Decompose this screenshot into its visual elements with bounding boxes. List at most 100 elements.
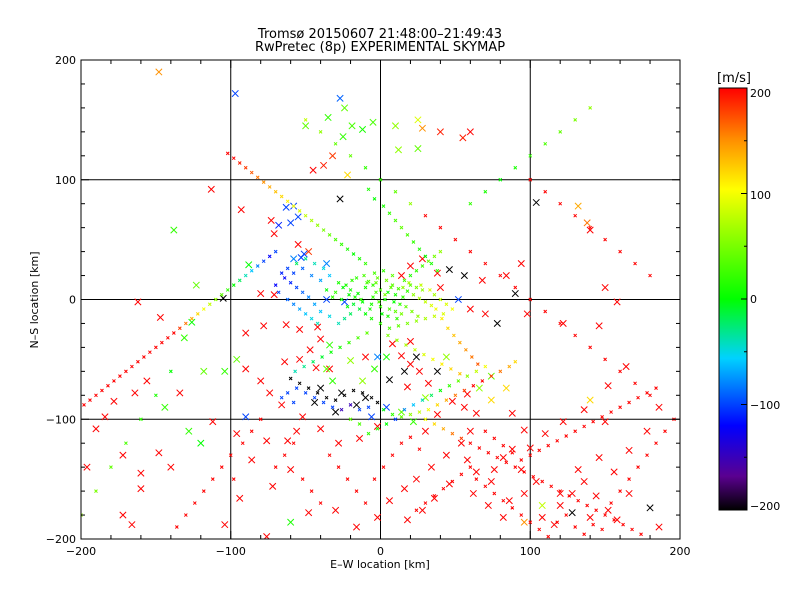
data-point — [543, 309, 548, 314]
data-point — [134, 298, 142, 306]
data-point — [576, 498, 581, 503]
data-point — [363, 285, 368, 290]
data-point — [643, 427, 651, 435]
data-point — [429, 393, 434, 398]
data-point — [296, 325, 304, 333]
data-point — [603, 237, 607, 242]
data-point — [88, 398, 92, 402]
data-point — [441, 312, 446, 316]
data-point — [435, 403, 440, 407]
data-point — [498, 369, 503, 374]
data-point — [386, 290, 390, 295]
data-point — [282, 203, 290, 211]
data-point — [336, 280, 341, 285]
data-point — [399, 415, 404, 419]
data-point — [384, 278, 389, 283]
data-point — [430, 494, 438, 502]
data-point — [236, 494, 244, 502]
data-point — [450, 431, 455, 436]
data-point — [453, 393, 458, 398]
data-point — [327, 232, 332, 237]
data-point — [378, 304, 383, 309]
data-point — [438, 297, 443, 302]
data-point — [399, 441, 404, 446]
data-point — [200, 367, 208, 375]
data-point — [339, 133, 347, 141]
data-point — [243, 273, 248, 278]
data-point — [558, 201, 563, 206]
data-point — [291, 204, 296, 208]
data-point — [270, 230, 278, 238]
data-point — [83, 463, 91, 471]
data-point — [336, 465, 341, 470]
colorbar-tick-labels: 200 100 0 −100 −200 — [750, 87, 780, 513]
data-point — [459, 134, 467, 142]
data-point — [395, 338, 399, 343]
data-point — [154, 393, 158, 398]
data-point — [490, 465, 498, 474]
data-point — [595, 454, 603, 462]
data-point — [381, 465, 386, 470]
data-point — [372, 477, 377, 481]
data-point — [408, 273, 413, 278]
data-point — [483, 261, 488, 266]
data-point — [468, 441, 473, 446]
data-point — [373, 513, 382, 521]
data-point — [366, 405, 371, 410]
data-point — [526, 444, 534, 452]
data-point — [440, 362, 444, 367]
data-point — [372, 197, 377, 201]
data-point — [248, 456, 256, 464]
data-point — [423, 254, 428, 259]
data-point — [282, 276, 287, 280]
data-point — [294, 285, 299, 290]
data-point — [378, 288, 383, 292]
data-point — [540, 479, 545, 484]
data-point — [528, 177, 533, 182]
data-point — [513, 359, 518, 364]
data-point — [613, 298, 621, 306]
data-point — [357, 307, 362, 311]
data-point — [582, 424, 587, 429]
data-point — [373, 422, 382, 430]
data-point — [255, 175, 260, 180]
data-point — [592, 492, 600, 500]
data-point — [543, 141, 548, 146]
data-point — [549, 484, 554, 489]
data-point — [341, 104, 349, 112]
data-point — [237, 278, 242, 283]
data-point — [429, 261, 434, 266]
data-point — [383, 292, 387, 297]
data-point — [305, 248, 313, 256]
data-point — [475, 384, 483, 392]
data-point — [148, 350, 152, 355]
data-point — [654, 386, 658, 390]
data-point — [363, 165, 368, 170]
data-point — [528, 520, 533, 525]
data-point — [371, 295, 375, 299]
data-point — [517, 260, 525, 268]
data-point — [416, 314, 420, 319]
data-point — [257, 377, 265, 385]
data-point — [240, 441, 245, 446]
data-point — [618, 405, 622, 410]
data-point — [174, 525, 179, 529]
data-point — [573, 429, 578, 434]
data-point — [270, 291, 278, 299]
data-point — [655, 403, 663, 411]
data-point — [242, 413, 250, 421]
data-point — [474, 369, 479, 374]
data-point — [382, 353, 391, 361]
data-point — [288, 376, 293, 381]
data-point — [604, 506, 612, 514]
data-point — [302, 122, 310, 130]
data-point — [338, 345, 342, 350]
data-point — [210, 477, 215, 481]
data-point — [318, 309, 323, 314]
data-point — [613, 516, 621, 524]
data-point — [478, 276, 486, 284]
data-point — [440, 316, 444, 321]
data-point — [339, 407, 344, 412]
data-point — [414, 268, 419, 273]
data-point — [276, 290, 281, 295]
